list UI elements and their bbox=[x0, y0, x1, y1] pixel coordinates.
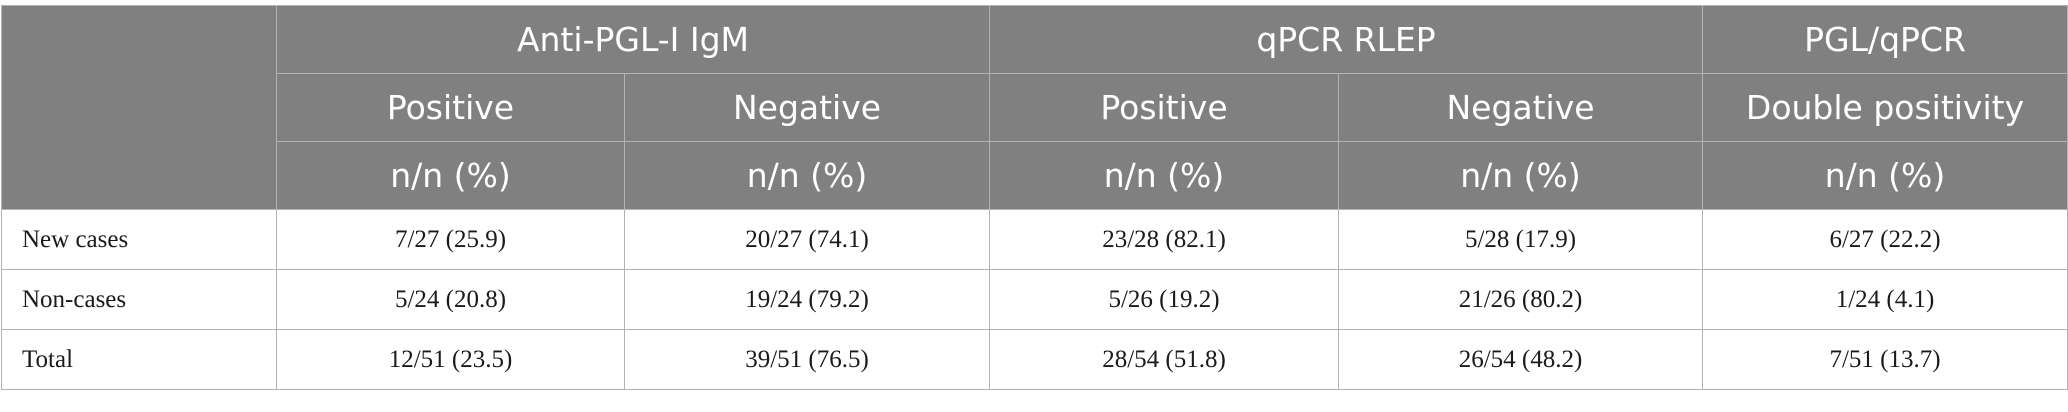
header-unit-row: n/n (%) n/n (%) n/n (%) n/n (%) n/n (%) bbox=[2, 141, 2068, 210]
row-label: Total bbox=[1, 329, 277, 390]
table-cell: 19/24 (79.2) bbox=[623, 269, 991, 330]
table-cell: 6/27 (22.2) bbox=[1702, 209, 2068, 270]
table-cell: 20/27 (74.1) bbox=[623, 209, 991, 270]
header-qpcr-rlep: qPCR RLEP bbox=[989, 5, 1704, 74]
header-unit-cell: n/n (%) bbox=[276, 141, 625, 210]
header-unit-cell: n/n (%) bbox=[623, 141, 991, 210]
table-cell: 1/24 (4.1) bbox=[1702, 269, 2068, 330]
header-corner-cell bbox=[1, 5, 277, 210]
table-cell: 5/26 (19.2) bbox=[989, 269, 1340, 330]
header-double-positivity: Double positivity bbox=[1702, 73, 2068, 142]
header-sub-row: Positive Negative Positive Negative Doub… bbox=[2, 73, 2068, 142]
table-row-new-cases: New cases 7/27 (25.9) 20/27 (74.1) 23/28… bbox=[1, 209, 2068, 270]
table-cell: 5/28 (17.9) bbox=[1338, 209, 1704, 270]
table-cell: 28/54 (51.8) bbox=[989, 329, 1340, 390]
table-cell: 5/24 (20.8) bbox=[276, 269, 625, 330]
table-header: Anti-PGL-I IgM qPCR RLEP PGL/qPCR Positi… bbox=[1, 5, 2068, 210]
table-cell: 12/51 (23.5) bbox=[276, 329, 625, 390]
table-cell: 39/51 (76.5) bbox=[623, 329, 991, 390]
header-anti-pgl-negative: Negative bbox=[623, 73, 991, 142]
header-qpcr-negative: Negative bbox=[1338, 73, 1704, 142]
table-body: New cases 7/27 (25.9) 20/27 (74.1) 23/28… bbox=[1, 209, 2068, 390]
header-unit-cell: n/n (%) bbox=[989, 141, 1340, 210]
header-unit-cell: n/n (%) bbox=[1702, 141, 2068, 210]
row-label: New cases bbox=[1, 209, 277, 270]
table-row-total: Total 12/51 (23.5) 39/51 (76.5) 28/54 (5… bbox=[1, 329, 2068, 390]
header-anti-pgl-positive: Positive bbox=[276, 73, 625, 142]
results-table: Anti-PGL-I IgM qPCR RLEP PGL/qPCR Positi… bbox=[1, 5, 2068, 390]
header-group-row: Anti-PGL-I IgM qPCR RLEP PGL/qPCR bbox=[1, 5, 2068, 210]
table-row-non-cases: Non-cases 5/24 (20.8) 19/24 (79.2) 5/26 … bbox=[1, 269, 2068, 330]
table-cell: 7/51 (13.7) bbox=[1702, 329, 2068, 390]
table-cell: 7/27 (25.9) bbox=[276, 209, 625, 270]
header-anti-pgl-igm: Anti-PGL-I IgM bbox=[275, 5, 991, 74]
table-cell: 26/54 (48.2) bbox=[1338, 329, 1704, 390]
table-cell: 21/26 (80.2) bbox=[1338, 269, 1704, 330]
header-pgl-qpcr: PGL/qPCR bbox=[1702, 5, 2068, 74]
table-cell: 23/28 (82.1) bbox=[989, 209, 1340, 270]
header-qpcr-positive: Positive bbox=[989, 73, 1340, 142]
row-label: Non-cases bbox=[1, 269, 277, 330]
header-unit-cell: n/n (%) bbox=[1338, 141, 1704, 210]
